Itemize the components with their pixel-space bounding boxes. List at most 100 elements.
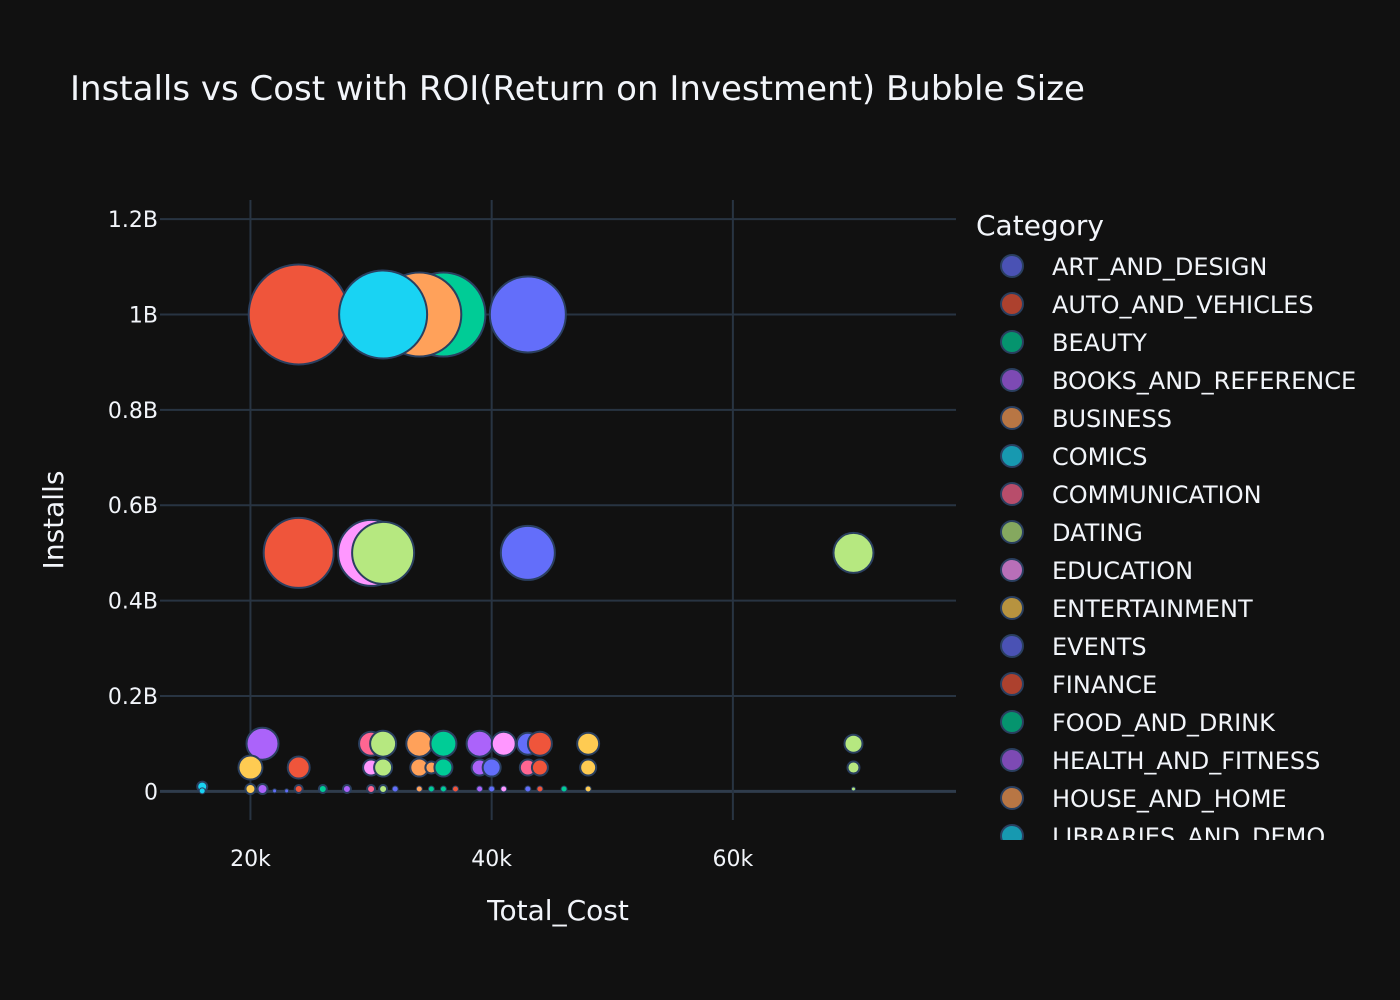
bubble-point[interactable] [832,531,875,574]
legend-item[interactable]: BOOKS_AND_REFERENCE [1000,367,1356,395]
legend-item[interactable]: ART_AND_DESIGN [1000,253,1267,281]
legend-item[interactable]: AUTO_AND_VEHICLES [1000,291,1314,319]
bubble-point[interactable] [415,785,423,793]
bubble-point[interactable] [284,788,290,794]
y-tick-label: 0.6B [108,494,158,519]
bubble-point[interactable] [850,786,856,792]
legend-item[interactable]: DATING [1000,519,1143,547]
x-axis-ticks: 20k 40k 60k [230,847,753,872]
bubble-point[interactable] [262,516,335,589]
bubble-point[interactable] [373,757,394,778]
bubble-point[interactable] [338,269,429,360]
bubble-point[interactable] [579,758,598,777]
legend-marker [1000,786,1024,810]
bubble-point[interactable] [341,784,352,794]
bubble-point[interactable] [481,757,502,778]
bubble-point[interactable] [584,785,592,793]
legend-label: EVENTS [1052,633,1147,661]
legend-label: BUSINESS [1052,405,1172,433]
bubble-point[interactable] [378,784,389,794]
bubble-point[interactable] [351,520,416,585]
legend-item[interactable]: HOUSE_AND_HOME [1000,785,1287,813]
legend-marker [1000,520,1024,544]
bubble-point[interactable] [245,726,280,761]
legend-item[interactable]: FINANCE [1000,671,1157,699]
bubble-point[interactable] [427,785,435,793]
bubble-point[interactable] [500,785,508,793]
legend-item[interactable]: FOOD_AND_DRINK [1000,709,1276,737]
bubble-point[interactable] [465,729,494,758]
legend-title: Category [976,209,1104,242]
y-tick-label: 0.4B [108,590,158,615]
bubble-point[interactable] [846,760,861,775]
bubble-point[interactable] [433,757,454,778]
legend-item[interactable]: LIBRARIES_AND_DEMO [1000,823,1325,851]
legend-item[interactable]: COMMUNICATION [1000,481,1262,509]
bubble-point[interactable] [488,785,496,793]
bubble-point[interactable] [451,785,459,793]
chart-title: Installs vs Cost with ROI(Return on Inve… [70,69,1085,109]
legend-label: FINANCE [1052,671,1157,699]
bubble-point[interactable] [286,755,311,780]
bubble-point[interactable] [198,787,206,795]
legend-item[interactable]: EDUCATION [1000,557,1193,585]
bubble-point[interactable] [256,783,269,795]
legend-marker [1000,292,1024,316]
y-tick-label: 1.2B [108,208,158,233]
legend-item[interactable]: HEALTH_AND_FITNESS [1000,747,1320,775]
legend[interactable]: ART_AND_DESIGN AUTO_AND_VEHICLES BEAUTY BOO… [1000,253,1356,851]
legend-marker [1000,748,1024,772]
bubble-point[interactable] [439,785,447,793]
legend-label: LIBRARIES_AND_DEMO [1052,823,1325,851]
y-tick-label: 0.8B [108,399,158,424]
legend-item[interactable]: EVENTS [1000,633,1147,661]
legend-marker [1000,368,1024,392]
bubble-point[interactable] [293,784,304,794]
legend-label: EDUCATION [1052,557,1193,585]
bubble-point[interactable] [488,275,567,354]
bubble-point[interactable] [429,729,458,758]
bubble-point[interactable] [476,785,484,793]
legend-item[interactable]: BEAUTY [1000,329,1147,357]
bubble-point[interactable] [576,731,601,756]
bubble-point[interactable] [536,785,544,793]
bubble-point[interactable] [237,754,264,781]
x-axis-title: Total_Cost [486,894,629,927]
y-axis-ticks: 0 0.2B 0.4B 0.6B 0.8B 1B 1.2B [108,208,158,805]
legend-item[interactable]: BUSINESS [1000,405,1172,433]
bubble-point[interactable] [490,730,517,757]
bubble-point[interactable] [369,729,398,758]
bubble-point[interactable] [499,524,556,581]
y-tick-label: 0.2B [108,685,158,710]
bubble-point[interactable] [317,784,328,794]
bubble-point[interactable] [272,788,278,794]
y-tick-label: 0 [144,780,158,805]
legend-label: ENTERTAINMENT [1052,595,1253,623]
bubble-point[interactable] [244,783,257,795]
bubble-point[interactable] [526,730,553,757]
legend-label: HOUSE_AND_HOME [1052,785,1287,813]
bubble-point[interactable] [405,729,434,758]
legend-marker [1000,482,1024,506]
bubble-point[interactable] [391,785,399,793]
bubble-point[interactable] [247,263,350,366]
legend-marker [1000,254,1024,278]
legend-label: COMMUNICATION [1052,481,1262,509]
y-axis-title: Installs [37,471,70,570]
bubble-point[interactable] [530,758,549,777]
legend-item[interactable]: ENTERTAINMENT [1000,595,1253,623]
legend-label: DATING [1052,519,1143,547]
bubble-point[interactable] [843,733,864,754]
legend-item[interactable]: COMICS [1000,443,1147,471]
legend-marker [1000,406,1024,430]
bubble-point[interactable] [560,785,568,793]
legend-marker [1000,824,1024,840]
legend-marker [1000,634,1024,658]
legend-marker [1000,672,1024,696]
bubble-point[interactable] [524,785,532,793]
legend-marker [1000,444,1024,468]
legend-label: COMICS [1052,443,1147,471]
bubble-point[interactable] [366,784,377,794]
